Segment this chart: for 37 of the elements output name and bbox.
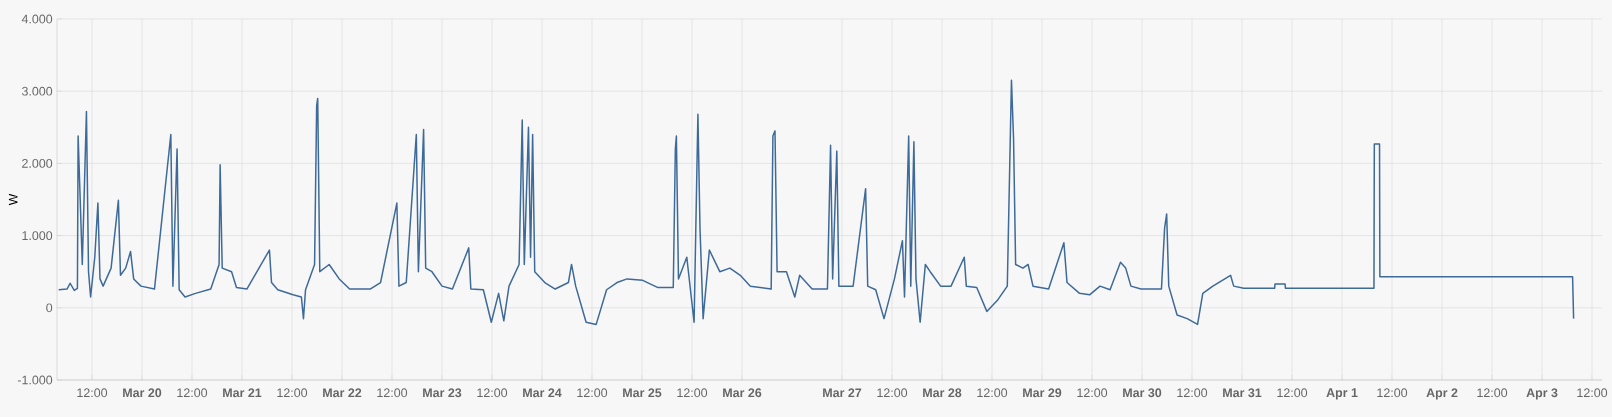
x-tick-label: 12:00 (1377, 388, 1408, 398)
y-tick-label: 2.000 (22, 159, 53, 168)
x-tick-label: Apr 1 (1326, 388, 1358, 400)
x-tick-label: 12:00 (377, 388, 408, 398)
x-tick-label: 12:00 (1477, 388, 1508, 398)
x-tick-label: Mar 20 (123, 388, 162, 398)
x-tick-label: Mar 25 (623, 388, 662, 398)
x-tick-label: Apr 3 (1526, 388, 1558, 400)
y-tick-label: 3.000 (21, 86, 53, 96)
x-tick-label: Mar 22 (323, 388, 362, 398)
x-tick-label: 12:00 (1277, 388, 1308, 398)
x-tick-label: Mar 27 (823, 388, 862, 398)
x-tick-label: 12:00 (277, 388, 308, 398)
x-tick-label: Mar 21 (223, 388, 262, 398)
x-tick-label: Mar 26 (723, 388, 762, 398)
x-tick-label: Mar 29 (1023, 388, 1062, 398)
x-tick-label: 12:00 (577, 388, 608, 398)
y-tick-label: -1.000 (17, 375, 53, 385)
y-axis-title: W (8, 193, 18, 206)
x-tick-label: Mar 24 (523, 388, 562, 398)
y-tick-label: 4.000 (21, 14, 53, 24)
x-tick-label: 12:00 (877, 388, 908, 398)
y-tick-label: 1.000 (22, 231, 53, 241)
x-tick-label: 12:00 (177, 388, 208, 398)
x-tick-label: 12:00 (1177, 388, 1208, 398)
x-tick-label: 12:00 (77, 388, 108, 398)
x-tick-label: 12:00 (1577, 388, 1608, 398)
x-tick-label: Mar 23 (423, 388, 462, 398)
x-tick-label: 12:00 (977, 388, 1008, 398)
x-tick-label: Mar 30 (1123, 388, 1162, 398)
x-tick-label: 12:00 (677, 388, 708, 398)
x-tick-label: Mar 28 (923, 388, 962, 398)
y-tick-label: 0 (46, 303, 53, 313)
x-tick-label: 12:00 (477, 388, 508, 398)
x-tick-label: Apr 2 (1426, 388, 1458, 400)
x-tick-label: Mar 31 (1223, 388, 1262, 398)
x-tick-label: 12:00 (1077, 388, 1108, 398)
